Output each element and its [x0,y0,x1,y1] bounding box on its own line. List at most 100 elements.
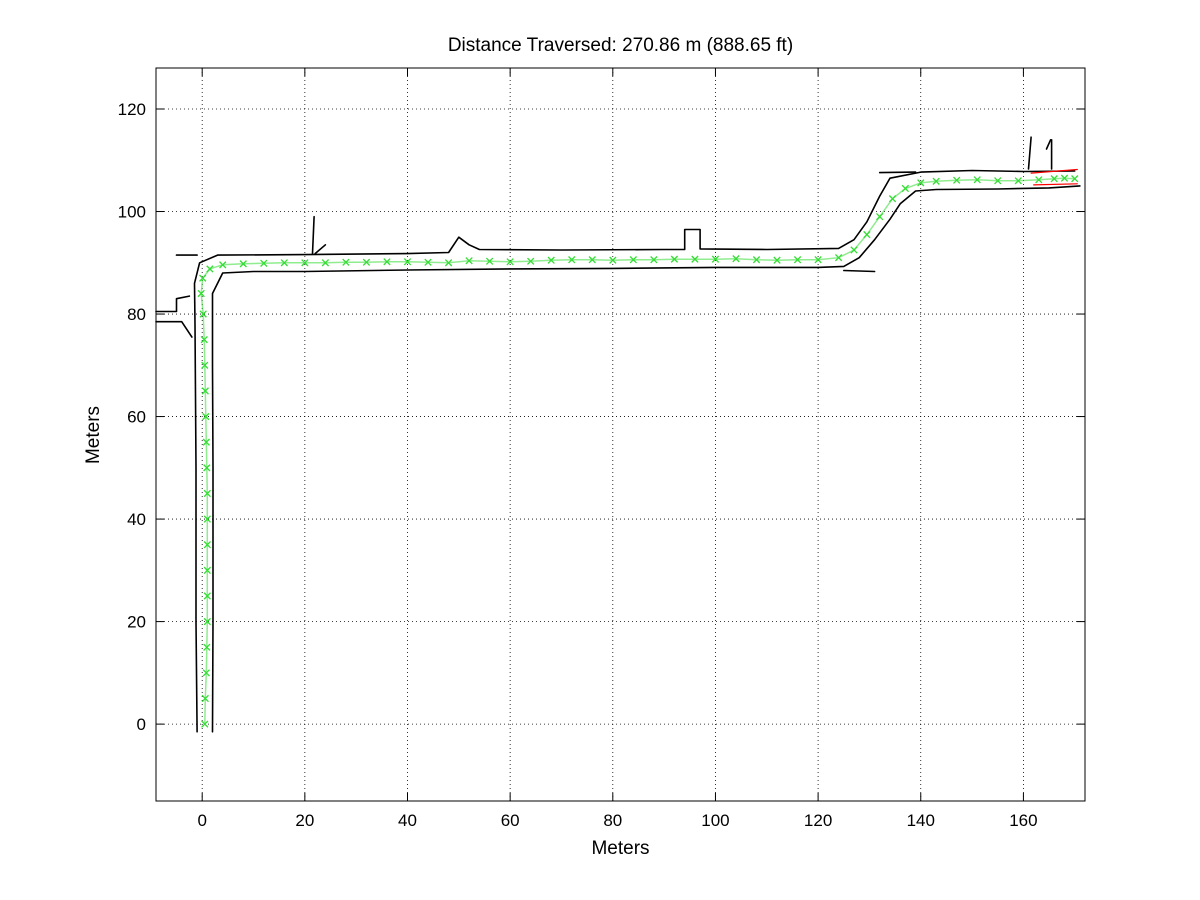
trajectory-series [197,174,1079,728]
x-tick-label: 80 [603,811,622,830]
x-tick-label: 160 [1009,811,1037,830]
trajectory-point [202,412,210,421]
map-wall-segment [155,320,193,338]
map-wall-segment [878,171,917,174]
trajectory-point [670,255,679,263]
trajectory-point [206,265,214,273]
trajectory-point [203,643,211,651]
trajectory-point [201,387,209,395]
trajectory-point [1035,176,1043,184]
y-tick-label: 0 [137,715,146,734]
map-wall-segment [193,169,1076,733]
trajectory-point [568,256,576,264]
map-wall-segment [211,185,1081,733]
trajectory-point [203,464,211,472]
x-tick-label: 40 [398,811,417,830]
x-tick-label: 20 [295,811,314,830]
trajectory-point [199,274,207,282]
trajectory-point [629,256,637,264]
trajectory-point [1014,177,1022,185]
y-tick-label: 100 [118,203,146,222]
trajectory-point [201,694,209,703]
trajectory-point [901,184,910,193]
trajectory-point [383,258,391,266]
map-wall-segment [1045,139,1052,150]
trajectory-point [219,261,227,269]
trajectory-point [342,258,350,266]
trajectory-point [239,260,247,268]
trajectory-point [321,259,330,267]
trajectory-point [203,617,211,626]
trajectory-point [403,258,412,266]
x-tick-label: 100 [701,811,729,830]
y-tick-label: 40 [127,510,146,529]
chart-title: Distance Traversed: 270.86 m (888.65 ft) [448,35,793,56]
trajectory-point [202,669,210,677]
trajectory-point [201,720,209,728]
trajectory-point [203,515,211,523]
trajectory-point [691,255,699,263]
trajectory-point [609,256,617,264]
occupancy-map [155,136,1081,733]
trajectory-point [834,253,843,262]
y-tick-label: 120 [118,100,146,119]
trajectory-point [917,179,925,187]
x-tick-label: 120 [804,811,832,830]
trajectory-point [793,256,802,264]
trajectory-point [199,310,207,318]
trajectory-point [814,256,822,264]
x-tick-label: 0 [197,811,206,830]
trajectory-point [424,258,432,266]
trajectory-point [876,212,884,221]
trajectory-point [280,259,288,267]
trajectory-point [506,258,514,266]
trajectory-point [203,592,211,600]
trajectory-point [888,195,897,203]
x-axis-label: Meters [591,838,649,859]
trajectory-point [953,176,961,184]
trajectory-point [650,256,658,264]
trajectory-point [200,336,208,344]
trajectory-point [465,257,473,265]
map-wall-segment [311,215,315,255]
map-wall-segment [314,244,327,255]
trajectory-point [362,258,371,266]
map-wall-segment [155,295,191,313]
plot-area-frame [155,67,1086,802]
trajectory-point [1060,174,1069,182]
trajectory-point [773,256,781,264]
trajectory-point [547,256,555,264]
y-tick-label: 80 [127,305,146,324]
trajectory-point [588,256,596,264]
trajectory-point [485,257,494,265]
trajectory-point [203,541,211,549]
trajectory-point [203,566,211,574]
trajectory-point [752,256,761,264]
y-tick-label: 60 [127,408,146,427]
map-wall-segment [842,269,876,273]
trajectory-point [1071,175,1079,183]
trajectory-point [863,230,871,239]
grid-lines [156,68,1085,801]
trajectory-point [201,361,209,369]
y-axis-label: Meters [83,406,104,464]
map-wall-segment [1027,136,1032,170]
x-tick-label: 140 [907,811,935,830]
trajectory-point [994,177,1002,185]
trajectory-point [932,177,940,185]
trajectory-point [711,255,720,263]
trajectory-point [301,259,309,267]
axis-ticks: 0 20 40 60 80 100 120 140 160 0 20 40 60 80 100 120 [118,68,1085,830]
trajectory-point [850,246,858,254]
y-tick-label: 20 [127,613,146,632]
trajectory-point [444,259,453,267]
trajectory-point [260,259,268,267]
map-highlight-segment [1033,183,1078,186]
trajectory-point [973,176,981,184]
trajectory-point [197,289,205,298]
trajectory-point [1050,175,1058,183]
trajectory-point [203,489,211,498]
trajectory-point [732,255,740,263]
